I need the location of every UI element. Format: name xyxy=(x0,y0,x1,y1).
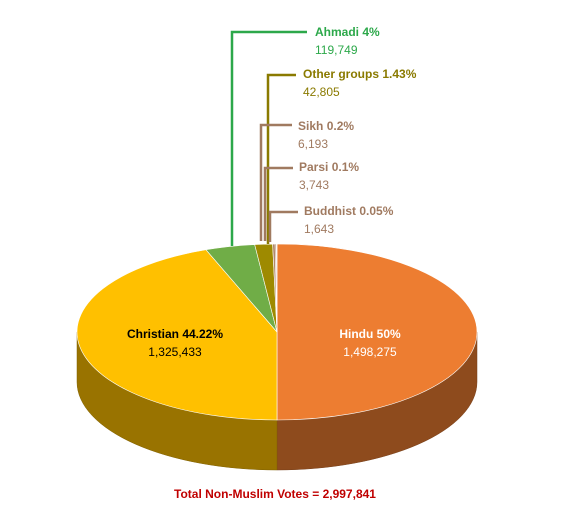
slice-name: Parsi xyxy=(299,160,328,174)
slice-count: 1,643 xyxy=(304,222,334,236)
slice-label: Ahmadi 4% xyxy=(315,25,380,39)
slice-count: 42,805 xyxy=(303,85,340,99)
slice-name: Buddhist xyxy=(304,204,356,218)
leader-line xyxy=(266,73,296,244)
leader-line xyxy=(230,30,307,246)
slice-label: Christian 44.22% xyxy=(127,327,223,341)
slice-percent: 44.22% xyxy=(182,327,223,341)
pie-tops xyxy=(76,243,478,421)
leader-line xyxy=(263,166,293,241)
slice-count: 1,498,275 xyxy=(343,345,397,359)
pie-slice xyxy=(76,249,278,421)
slice-count: 6,193 xyxy=(298,137,328,151)
slice-percent: 1.43% xyxy=(382,67,416,81)
slice-percent: 0.05% xyxy=(359,204,393,218)
slice-count: 1,325,433 xyxy=(148,345,202,359)
slice-name: Sikh xyxy=(298,119,323,133)
slice-label: Sikh 0.2% xyxy=(298,119,354,133)
footer: Total Non-Muslim Votes = 2,997,841 xyxy=(174,487,376,501)
slice-label: Hindu 50% xyxy=(339,327,401,341)
slice-name: Ahmadi xyxy=(315,25,359,39)
leader-line xyxy=(259,123,292,241)
slice-label: Parsi 0.1% xyxy=(299,160,359,174)
slice-percent: 0.1% xyxy=(332,160,360,174)
pie-slice xyxy=(276,243,278,333)
pie-slice xyxy=(276,243,478,421)
slice-label: Other groups 1.43% xyxy=(303,67,417,81)
slice-name: Christian xyxy=(127,327,179,341)
slice-count: 119,749 xyxy=(315,43,358,57)
slice-label: Buddhist 0.05% xyxy=(304,204,394,218)
slice-percent: 4% xyxy=(362,25,380,39)
slice-percent: 50% xyxy=(377,327,401,341)
slice-name: Hindu xyxy=(339,327,373,341)
slice-percent: 0.2% xyxy=(327,119,355,133)
slice-count: 3,743 xyxy=(299,178,329,192)
slice-name: Other groups xyxy=(303,67,379,81)
leader-line xyxy=(268,210,298,242)
